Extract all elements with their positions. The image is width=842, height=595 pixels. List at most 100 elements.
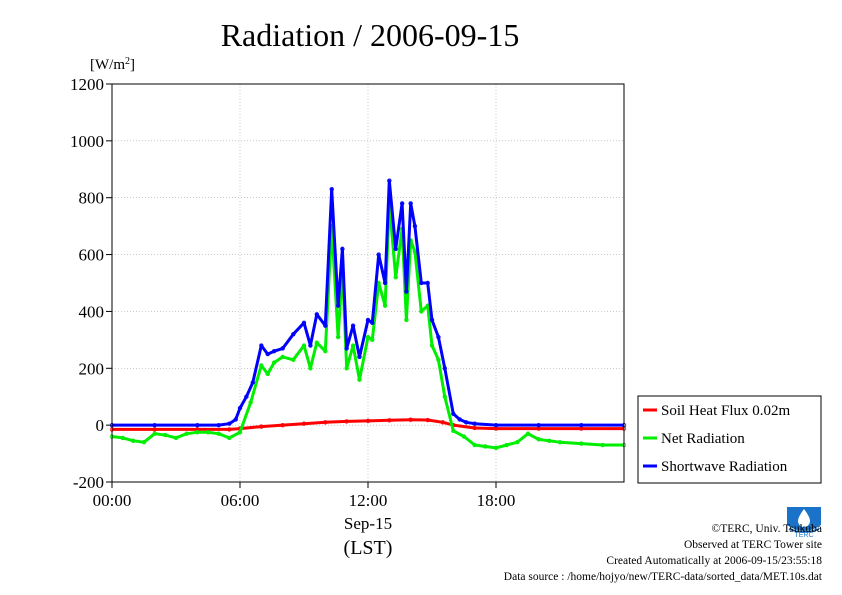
data-point-net-radiation xyxy=(131,438,136,443)
series-line-net-radiation xyxy=(111,201,624,450)
data-point-soil-heat-flux-0-02m xyxy=(227,427,232,432)
data-point-soil-heat-flux-0-02m xyxy=(152,427,157,432)
data-point-net-radiation xyxy=(301,343,307,348)
data-point-net-radiation xyxy=(436,357,441,362)
data-point-net-radiation xyxy=(451,428,456,434)
data-point-shortwave-radiation xyxy=(472,421,477,426)
data-point-shortwave-radiation xyxy=(291,331,296,337)
y-tick-label: 1000 xyxy=(70,132,104,151)
series-shortwave-radiation xyxy=(109,178,627,428)
data-point-shortwave-radiation xyxy=(425,280,430,286)
data-point-net-radiation xyxy=(419,309,424,314)
data-point-soil-heat-flux-0-02m xyxy=(259,424,264,429)
data-point-net-radiation xyxy=(280,354,285,360)
data-point-net-radiation xyxy=(152,431,157,436)
data-point-shortwave-radiation xyxy=(265,351,270,357)
data-point-shortwave-radiation xyxy=(399,201,405,206)
footer-observed: Observed at TERC Tower site xyxy=(683,539,822,551)
data-point-soil-heat-flux-0-02m xyxy=(301,421,307,426)
data-point-shortwave-radiation xyxy=(493,422,499,428)
data-point-shortwave-radiation xyxy=(350,323,356,328)
data-point-net-radiation xyxy=(271,360,277,365)
data-point-shortwave-radiation xyxy=(579,422,584,428)
data-point-net-radiation xyxy=(227,435,232,441)
data-point-shortwave-radiation xyxy=(335,303,341,308)
data-point-soil-heat-flux-0-02m xyxy=(408,417,413,422)
data-point-shortwave-radiation xyxy=(463,420,469,425)
data-point-net-radiation xyxy=(365,334,371,340)
logo-text: TERC xyxy=(794,532,813,539)
y-axis-ticks: -200 0 200 400 600 800 1000 1200 xyxy=(70,75,112,492)
data-point-shortwave-radiation xyxy=(216,422,221,428)
data-point-net-radiation xyxy=(259,363,264,368)
data-point-shortwave-radiation xyxy=(408,201,413,206)
data-point-net-radiation xyxy=(483,444,488,449)
data-point-net-radiation xyxy=(525,431,531,436)
data-point-net-radiation xyxy=(579,441,584,446)
data-point-shortwave-radiation xyxy=(365,317,371,323)
data-point-shortwave-radiation xyxy=(419,280,424,286)
x-tick-label: 12:00 xyxy=(349,491,388,510)
x-tick-label: 00:00 xyxy=(93,491,132,510)
y-tick-label: 800 xyxy=(79,189,105,208)
footer-source: Data source : /home/hojyo/new/TERC-data/… xyxy=(503,571,822,583)
data-point-shortwave-radiation xyxy=(344,346,349,351)
data-point-shortwave-radiation xyxy=(442,366,447,371)
data-point-shortwave-radiation xyxy=(340,246,345,252)
data-point-shortwave-radiation xyxy=(314,312,319,317)
data-point-soil-heat-flux-0-02m xyxy=(344,419,349,424)
data-point-shortwave-radiation xyxy=(195,422,200,428)
data-point-shortwave-radiation xyxy=(323,323,328,328)
y-tick-label: 0 xyxy=(96,416,105,435)
data-point-net-radiation xyxy=(323,349,328,354)
legend-label-shortwave-radiation: Shortwave Radiation xyxy=(661,459,788,475)
data-point-shortwave-radiation xyxy=(457,417,462,422)
data-point-net-radiation xyxy=(248,400,253,405)
data-point-net-radiation xyxy=(344,366,349,371)
data-point-net-radiation xyxy=(536,437,541,442)
data-point-shortwave-radiation xyxy=(237,405,243,411)
chart-title: Radiation / 2006-09-15 xyxy=(221,17,520,53)
data-point-soil-heat-flux-0-02m xyxy=(365,418,371,424)
series-line-soil-heat-flux-0-02m xyxy=(112,418,624,431)
y-tick-label: 400 xyxy=(79,302,105,321)
data-point-net-radiation xyxy=(216,431,221,436)
y-tick-label: -200 xyxy=(73,473,104,492)
data-point-net-radiation xyxy=(141,440,147,445)
data-point-net-radiation xyxy=(382,303,388,308)
data-point-shortwave-radiation xyxy=(233,417,238,422)
data-point-net-radiation xyxy=(461,434,467,439)
y-tick-label: 200 xyxy=(79,359,105,378)
data-point-net-radiation xyxy=(504,442,509,448)
data-point-shortwave-radiation xyxy=(404,289,409,294)
data-point-net-radiation xyxy=(265,371,270,377)
data-point-shortwave-radiation xyxy=(250,380,255,385)
data-point-soil-heat-flux-0-02m xyxy=(387,418,392,423)
data-point-shortwave-radiation xyxy=(429,317,435,323)
data-point-shortwave-radiation xyxy=(436,334,441,340)
data-point-net-radiation xyxy=(163,432,168,438)
data-point-shortwave-radiation xyxy=(259,343,264,348)
data-point-soil-heat-flux-0-02m xyxy=(472,425,477,431)
series-soil-heat-flux-0-02m xyxy=(109,417,627,432)
data-point-shortwave-radiation xyxy=(329,186,334,192)
data-point-net-radiation xyxy=(370,337,375,343)
data-point-shortwave-radiation xyxy=(308,343,313,348)
data-point-net-radiation xyxy=(237,430,243,435)
data-point-soil-heat-flux-0-02m xyxy=(425,417,430,423)
y-axis-unit: [W/m2] xyxy=(90,56,135,73)
data-point-shortwave-radiation xyxy=(280,346,285,351)
data-point-shortwave-radiation xyxy=(227,421,232,426)
data-point-net-radiation xyxy=(547,438,552,443)
data-point-soil-heat-flux-0-02m xyxy=(440,420,445,425)
data-point-shortwave-radiation xyxy=(536,422,541,428)
x-axis-date-label: Sep-15 xyxy=(344,514,392,533)
data-point-shortwave-radiation xyxy=(357,354,362,360)
data-point-net-radiation xyxy=(184,431,189,436)
data-point-soil-heat-flux-0-02m xyxy=(280,422,285,428)
y-tick-label: 600 xyxy=(79,246,105,265)
data-point-net-radiation xyxy=(314,340,319,345)
data-point-shortwave-radiation xyxy=(393,246,398,252)
data-point-shortwave-radiation xyxy=(370,320,375,325)
